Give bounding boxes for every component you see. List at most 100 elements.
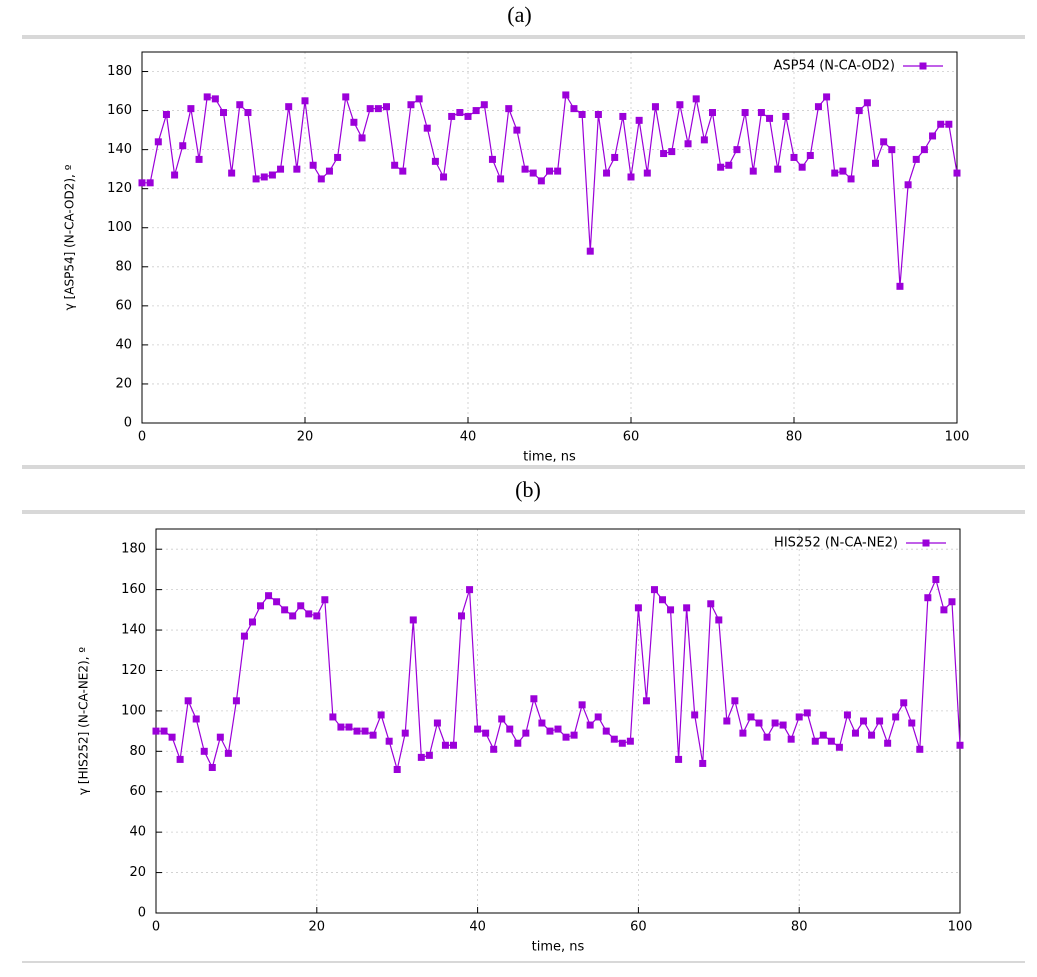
data-point <box>162 110 170 118</box>
data-point <box>506 725 514 733</box>
y-tick-label: 140 <box>121 623 146 638</box>
data-point <box>216 733 224 741</box>
data-point <box>265 592 273 600</box>
data-point <box>482 729 490 737</box>
data-point <box>651 103 659 111</box>
data-point <box>603 169 611 177</box>
y-tick-label: 140 <box>107 142 132 157</box>
data-point <box>297 602 305 610</box>
data-point <box>787 735 795 743</box>
x-tick-label: 100 <box>948 920 973 935</box>
data-point <box>472 107 480 115</box>
data-point <box>480 101 488 109</box>
data-point <box>399 167 407 175</box>
data-point <box>224 749 232 757</box>
data-point <box>554 725 562 733</box>
data-point <box>546 167 553 175</box>
data-point <box>602 727 610 735</box>
data-point <box>725 161 733 169</box>
data-point <box>521 165 529 173</box>
y-tick-label: 40 <box>115 337 132 352</box>
data-point <box>240 632 248 640</box>
y-tick-label: 80 <box>129 744 146 759</box>
data-point <box>522 729 530 737</box>
data-point <box>863 99 871 107</box>
data-point <box>611 153 619 161</box>
data-point <box>924 594 932 602</box>
data-point <box>642 697 650 705</box>
data-point <box>369 731 377 739</box>
data-point <box>594 713 602 721</box>
data-point <box>498 715 506 723</box>
data-point <box>358 134 366 142</box>
y-tick-label: 20 <box>115 376 132 391</box>
data-point <box>741 109 749 117</box>
data-point <box>806 151 814 159</box>
data-point <box>884 739 892 747</box>
data-point <box>795 713 803 721</box>
data-point <box>774 165 782 173</box>
data-point <box>912 155 920 163</box>
data-point <box>843 711 851 719</box>
y-tick-label: 100 <box>121 703 146 718</box>
data-point <box>675 755 683 763</box>
data-point <box>749 167 757 175</box>
data-point <box>868 731 876 739</box>
data-point <box>474 725 482 733</box>
data-point <box>337 723 345 731</box>
data-point <box>763 733 771 741</box>
data-point <box>281 606 289 614</box>
data-point <box>184 697 192 705</box>
data-point <box>441 741 449 749</box>
data-point <box>610 735 618 743</box>
series-line <box>142 93 958 287</box>
x-tick-label: 80 <box>786 430 803 445</box>
y-tick-label: 60 <box>115 298 132 313</box>
data-point <box>908 719 916 727</box>
data-point <box>407 101 415 109</box>
data-point <box>782 112 790 120</box>
data-point <box>248 618 256 626</box>
data-point <box>236 101 244 109</box>
data-point <box>594 110 602 118</box>
data-point <box>160 727 168 735</box>
data-point <box>171 171 179 179</box>
data-point <box>819 731 827 739</box>
data-point <box>562 733 570 741</box>
y-tick-label: 40 <box>129 825 146 840</box>
data-point <box>325 167 333 175</box>
x-tick-label: 20 <box>309 920 326 935</box>
data-point <box>683 604 691 612</box>
data-point <box>940 606 948 614</box>
data-point <box>586 721 594 729</box>
data-point <box>932 576 940 584</box>
data-point <box>880 138 888 146</box>
data-point <box>779 721 787 729</box>
data-point <box>546 727 554 735</box>
y-tick-label: 180 <box>107 64 132 79</box>
data-point <box>391 161 399 169</box>
data-point <box>668 148 676 156</box>
data-point <box>377 711 385 719</box>
data-point <box>313 612 321 620</box>
series-line <box>156 577 961 770</box>
y-tick-label: 20 <box>129 865 146 880</box>
data-point <box>586 247 594 255</box>
data-point <box>676 101 684 109</box>
data-point <box>945 120 953 128</box>
data-point <box>920 146 928 154</box>
data-point <box>505 105 513 113</box>
data-point <box>896 282 904 290</box>
data-point <box>707 600 715 608</box>
data-point <box>211 95 219 103</box>
data-point <box>948 598 956 606</box>
data-point <box>570 731 578 739</box>
data-point <box>635 116 643 124</box>
data-point <box>203 93 211 101</box>
data-point <box>554 167 562 175</box>
data-point <box>232 697 240 705</box>
data-point <box>208 763 216 771</box>
data-point <box>667 606 675 614</box>
data-point <box>692 95 700 103</box>
data-point <box>179 142 187 150</box>
